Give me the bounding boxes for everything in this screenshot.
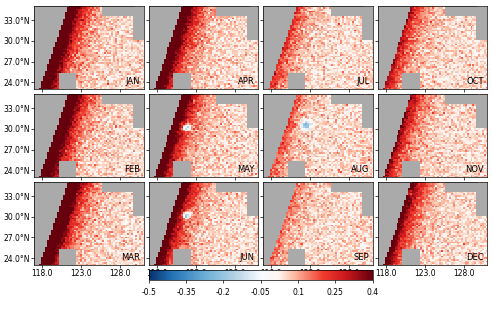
Text: DEC: DEC — [466, 253, 484, 262]
Text: JAN: JAN — [126, 77, 140, 86]
Text: JUN: JUN — [240, 253, 255, 262]
Text: OCT: OCT — [466, 77, 484, 86]
Text: MAY: MAY — [237, 165, 255, 174]
Text: MAR: MAR — [122, 253, 140, 262]
Text: NOV: NOV — [465, 165, 484, 174]
Text: FEB: FEB — [124, 165, 140, 174]
Text: SEP: SEP — [354, 253, 369, 262]
Text: AUG: AUG — [351, 165, 369, 174]
Text: JUL: JUL — [356, 77, 369, 86]
Text: APR: APR — [238, 77, 255, 86]
